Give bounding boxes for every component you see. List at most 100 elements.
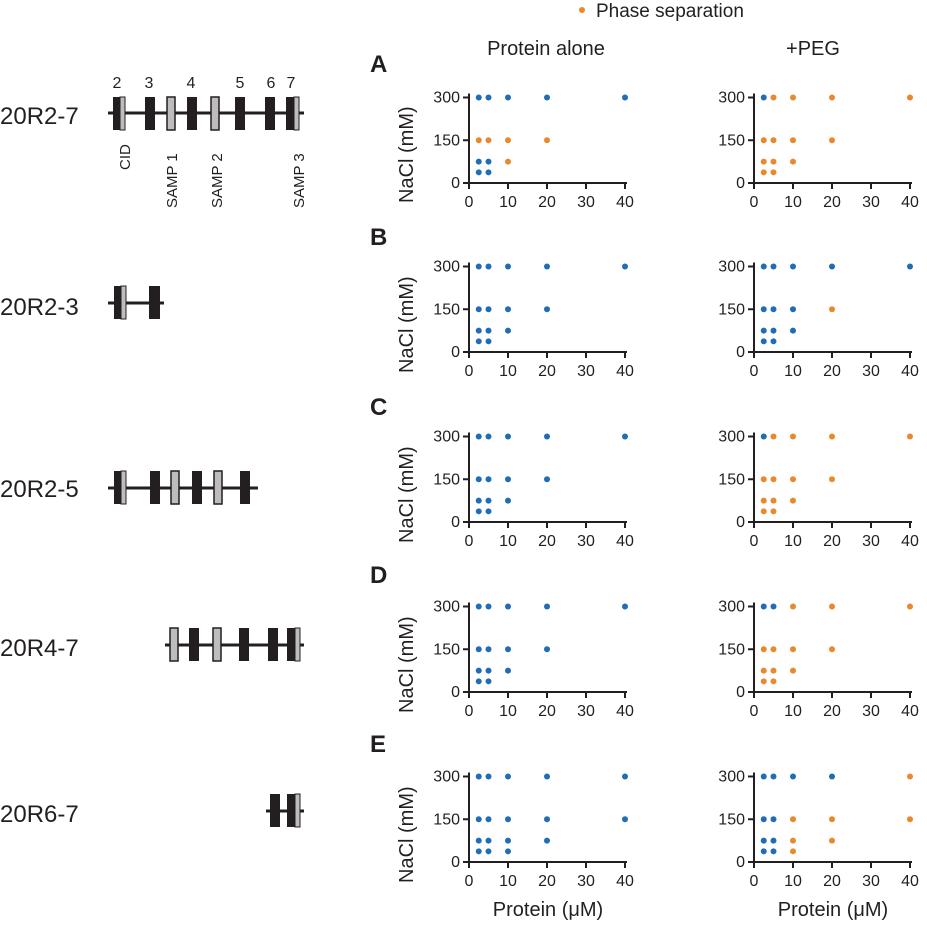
samp-box bbox=[213, 470, 223, 505]
panel-A-peg-point-phase bbox=[770, 137, 777, 144]
panel-B-alone-point bbox=[475, 338, 482, 345]
panel-D-peg-x-tick-label: 40 bbox=[901, 703, 919, 720]
panel-E-alone-point bbox=[544, 837, 550, 844]
panel-E-peg-x-tick-label: 30 bbox=[862, 873, 880, 890]
panel-A-alone-point bbox=[485, 169, 492, 176]
panel-E-peg-point bbox=[760, 773, 767, 780]
panel-E-alone-point bbox=[505, 848, 511, 855]
panel-D-alone-point bbox=[485, 678, 492, 685]
panel-A-peg-y-tick-label: 300 bbox=[718, 90, 745, 107]
panel-B-peg-point bbox=[790, 263, 796, 270]
panel-A-peg-point-phase bbox=[829, 94, 835, 101]
panel-A-peg-point-phase bbox=[790, 94, 796, 101]
panel-A-alone-y-tick-label: 300 bbox=[433, 90, 460, 107]
diagram-20R2-3 bbox=[108, 285, 164, 320]
panel-E-alone-point bbox=[485, 816, 492, 823]
panel-D-peg-x-tick-label: 20 bbox=[823, 703, 841, 720]
panel-D-alone-x-tick-label: 0 bbox=[465, 703, 474, 720]
panel-C-alone-point bbox=[475, 476, 482, 483]
panel-B-alone-y-tick-label: 150 bbox=[433, 301, 460, 318]
diagram-20R2-7: 2 3 4 5 6 7 CID SAMP 1 SAMP 2 SAMP 3 bbox=[108, 75, 308, 208]
panel-D-alone-point bbox=[505, 603, 511, 610]
panel-B-alone-point bbox=[505, 263, 511, 270]
panel-D-alone-point bbox=[622, 603, 628, 610]
samp-box bbox=[169, 627, 179, 662]
repeat-number: 4 bbox=[187, 75, 196, 92]
panel-E-peg-point bbox=[770, 773, 777, 780]
panel-C-alone-point bbox=[475, 433, 482, 440]
panel-E-alone-point bbox=[505, 837, 511, 844]
repeat-box bbox=[149, 286, 160, 319]
repeat-box bbox=[187, 97, 197, 130]
x-axis-label: Protein (μM) bbox=[778, 899, 888, 921]
panel-A-alone-point-phase bbox=[505, 137, 511, 144]
panel-B-peg-point bbox=[770, 327, 777, 334]
panel-D-peg-point-phase bbox=[760, 646, 767, 653]
panel-D-peg-point bbox=[770, 603, 777, 610]
panel-C-peg-point-phase bbox=[760, 476, 767, 483]
construct-label-20R2-3: 20R2-3 bbox=[0, 294, 79, 321]
panel-D-peg-y-tick-label: 300 bbox=[718, 599, 745, 616]
panel-A-alone-point bbox=[475, 94, 482, 101]
panel-D-peg-x-tick-label: 10 bbox=[784, 703, 802, 720]
panel-D-peg-point-phase bbox=[790, 603, 796, 610]
panel-B-peg-x-tick-label: 0 bbox=[750, 363, 759, 380]
panel-A-alone-y-tick-label: 150 bbox=[433, 132, 460, 149]
panel-D-peg-point bbox=[760, 603, 767, 610]
panel-E-alone-point bbox=[544, 816, 550, 823]
samp-box bbox=[170, 470, 180, 505]
repeat-box bbox=[192, 471, 202, 504]
panel-C-alone-y-tick-label: 0 bbox=[451, 514, 460, 531]
panel-E-peg-x-tick-label: 10 bbox=[784, 873, 802, 890]
panel-E-alone-point bbox=[505, 816, 511, 823]
panel-C-peg-point-phase bbox=[770, 476, 777, 483]
panel-A-alone-point-phase bbox=[485, 137, 492, 144]
panel-E-alone-point bbox=[475, 773, 482, 780]
panel-C-alone-point bbox=[475, 508, 482, 515]
panel-D-peg-point-phase bbox=[760, 667, 767, 674]
panel-B-alone-point bbox=[485, 306, 492, 313]
panel-A-peg-x-tick-label: 40 bbox=[901, 194, 919, 211]
y-axis-label: NaCl (mM) bbox=[396, 446, 418, 543]
panel-D-alone-x-tick-label: 20 bbox=[538, 703, 556, 720]
panel-C-alone-point bbox=[505, 433, 511, 440]
legend-label: Phase separation bbox=[596, 1, 744, 22]
panel-E-alone-x-tick-label: 30 bbox=[577, 873, 595, 890]
panel-B-peg-point bbox=[760, 338, 767, 345]
construct-label-20R2-5: 20R2-5 bbox=[0, 476, 79, 503]
panel-C-alone-point bbox=[485, 476, 492, 483]
panel-A-peg-y-tick-label: 150 bbox=[718, 132, 745, 149]
panel-D-alone-y-tick-label: 300 bbox=[433, 599, 460, 616]
panel-E-alone-x-tick-label: 10 bbox=[499, 873, 517, 890]
panel-E-alone-point bbox=[485, 848, 492, 855]
panel-A-peg-point-phase bbox=[770, 94, 777, 101]
column-title-peg: +PEG bbox=[786, 38, 840, 60]
panel-D-alone-point bbox=[475, 678, 482, 685]
samp-box bbox=[212, 627, 222, 662]
panel-C-alone-point bbox=[544, 433, 550, 440]
panel-E-alone-point bbox=[475, 837, 482, 844]
samp-box bbox=[210, 96, 220, 131]
panel-D-peg-point-phase bbox=[829, 603, 835, 610]
panel-B-alone-point bbox=[544, 263, 550, 270]
panel-C-alone-point bbox=[505, 476, 511, 483]
panel-B-peg-y-tick-label: 150 bbox=[718, 301, 745, 318]
panel-E-peg-point-phase bbox=[790, 848, 796, 855]
panel-A-alone-point bbox=[485, 94, 492, 101]
panel-C-alone-y-tick-label: 150 bbox=[433, 471, 460, 488]
panel-B-peg-point bbox=[770, 306, 777, 313]
panel-A-peg-point-phase bbox=[770, 158, 777, 165]
panel-B-peg-x-tick-label: 40 bbox=[901, 363, 919, 380]
samp3-label: SAMP 3 bbox=[291, 153, 308, 208]
panel-E-peg-point-phase bbox=[790, 816, 796, 823]
panel-E-peg-point bbox=[760, 848, 767, 855]
panel-A-peg-point-phase bbox=[907, 94, 913, 101]
panel-A-alone-point-phase bbox=[475, 137, 482, 144]
repeat-box bbox=[268, 628, 278, 661]
cid-light-box bbox=[120, 470, 127, 505]
panel-B-peg-point bbox=[760, 263, 767, 270]
panel-B-peg-point bbox=[770, 338, 777, 345]
repeat-number: 2 bbox=[113, 75, 122, 92]
